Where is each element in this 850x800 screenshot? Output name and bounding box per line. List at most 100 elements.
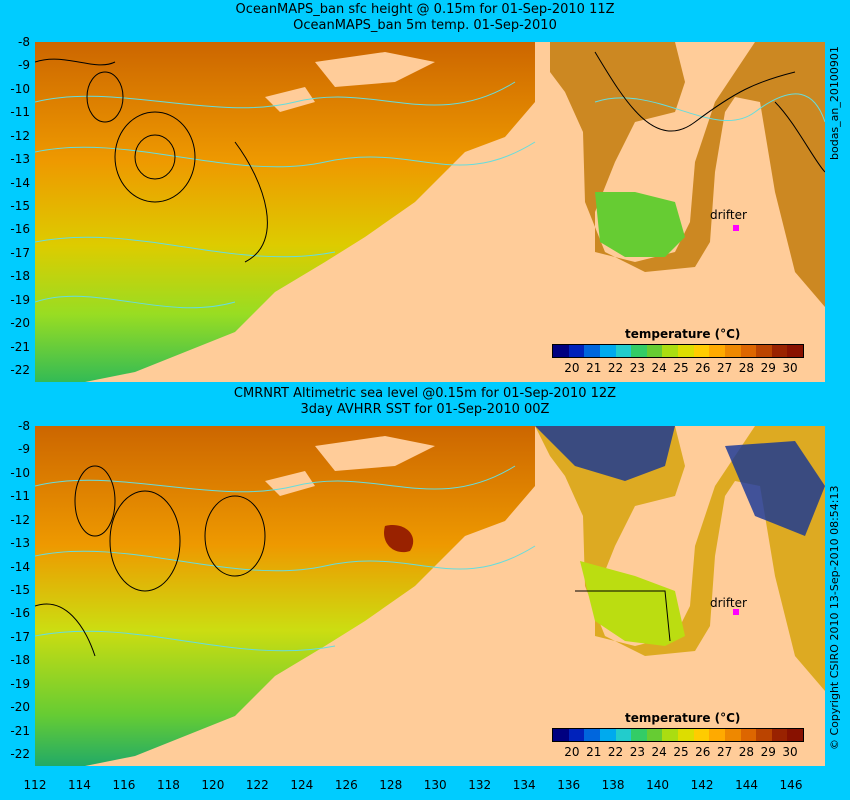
colorbar-swatch [693,345,710,357]
colorbar-tick-label: 21 [586,361,602,375]
colorbar-tick-label: 26 [695,745,711,759]
colorbar-tick-label: 20 [564,361,580,375]
colorbar-swatch [740,345,757,357]
y-tick-label: -20 [10,316,30,331]
y-tick-label: -15 [10,199,30,213]
colorbar-tick-label: 28 [738,361,755,375]
colorbar-swatch [615,729,632,741]
y-tick-label: -8 [18,419,30,433]
bottom-drifter-label: drifter [710,596,747,610]
colorbar-swatch [756,729,772,741]
top-colorbar-title: temperature (°C) [625,327,741,341]
top-sea [35,42,535,382]
x-tick-label: 144 [735,778,758,792]
y-tick-label: -18 [10,269,30,284]
x-tick-label: 124 [290,778,314,792]
colorbar-tick-label: 24 [651,361,667,375]
y-tick-label: -15 [10,583,30,597]
y-tick-label: -16 [10,222,30,237]
top-timor-land [315,52,435,87]
colorbar-swatch [646,345,663,357]
colorbar-swatch [568,345,585,357]
top-title-line2: OceanMAPS_ban 5m temp. 01-Sep-2010 [293,18,557,33]
y-tick-label: -12 [10,128,30,143]
top-title-line1: OceanMAPS_ban sfc height @ 0.15m for 01-… [235,2,615,17]
colorbar-swatch [662,729,678,741]
y-tick-label: -19 [10,676,30,691]
x-tick-label: 128 [379,778,403,792]
colorbar-tick-label: 27 [716,745,733,759]
y-tick-label: -12 [10,512,30,527]
y-tick-label: -11 [10,489,30,504]
colorbar-swatch [646,729,663,741]
top-map-panel: drifter temperature (°C) 20 21 22 23 24 25 26 2… [35,42,825,382]
y-tick-label: -9 [18,442,30,457]
colorbar-tick-label: 30 [782,361,798,375]
y-tick-label: -21 [10,723,30,738]
colorbar-swatch [787,345,803,357]
colorbar-swatch [709,729,725,741]
colorbar-tick-label: 25 [673,745,689,759]
bottom-gulf-sea [535,426,825,691]
y-tick-label: -8 [18,35,30,49]
colorbar-swatch [584,729,600,741]
top-colorbar-ticks: 20 21 22 23 24 25 26 27 28 29 30 [561,361,801,375]
x-tick-label: 114 [68,778,91,792]
colorbar-swatch [553,345,569,357]
colorbar-tick-label: 23 [629,361,645,375]
bottom-gulf-green [580,561,685,646]
y-tick-label: -10 [10,465,30,480]
bottom-cloud-patch-east [725,441,825,536]
top-side-label: bodas_an_20100901 [828,46,841,160]
colorbar-swatch [740,729,757,741]
x-tick-label: 120 [201,778,225,792]
colorbar-tick-label: 26 [695,361,711,375]
top-gulf-sea [550,42,825,307]
colorbar-swatch [678,345,694,357]
top-drifter-marker [733,225,739,231]
y-tick-label: -10 [10,81,30,96]
x-tick-label: 140 [646,778,670,792]
top-colorbar [552,344,804,358]
top-drifter-label: drifter [710,208,747,222]
colorbar-tick-label: 24 [651,745,667,759]
colorbar-tick-label: 30 [782,745,798,759]
colorbar-tick-label: 21 [586,745,602,759]
y-tick-label: -13 [10,152,30,167]
y-tick-label: -17 [10,629,30,644]
x-tick-label: 134 [512,778,536,792]
colorbar-swatch [724,345,741,357]
x-tick-label: 138 [601,778,625,792]
colorbar-tick-label: 29 [760,745,776,759]
y-tick-label: -20 [10,700,30,715]
bottom-hot-spot [384,525,414,553]
colorbar-swatch [631,729,647,741]
colorbar-swatch [724,729,741,741]
colorbar-swatch [771,729,788,741]
y-tick-label: -14 [10,175,30,190]
colorbar-swatch [678,729,694,741]
bottom-sea [35,426,535,766]
bottom-title-line1: CMRNRT Altimetric sea level @0.15m for 0… [233,386,617,401]
bottom-map-panel: drifter temperature (°C) 20 21 22 23 24 25 26 2… [35,426,825,766]
colorbar-swatch [662,345,678,357]
colorbar-swatch [599,345,616,357]
y-tick-label: -22 [10,747,30,761]
bottom-drifter-marker [733,609,739,615]
colorbar-swatch [771,345,788,357]
y-tick-label: -18 [10,653,30,668]
y-tick-label: -16 [10,606,30,621]
colorbar-swatch [787,729,803,741]
colorbar-swatch [584,345,600,357]
colorbar-tick-label: 20 [564,745,580,759]
y-tick-label: -21 [10,339,30,354]
y-tick-label: -19 [10,292,30,307]
y-tick-label: -14 [10,559,30,574]
colorbar-tick-label: 25 [673,361,689,375]
colorbar-tick-label: 23 [629,745,645,759]
colorbar-swatch [568,729,585,741]
top-gulf-green [595,192,685,257]
y-tick-label: -9 [18,58,30,73]
bottom-colorbar-title: temperature (°C) [625,711,741,725]
colorbar-tick-label: 28 [738,745,755,759]
